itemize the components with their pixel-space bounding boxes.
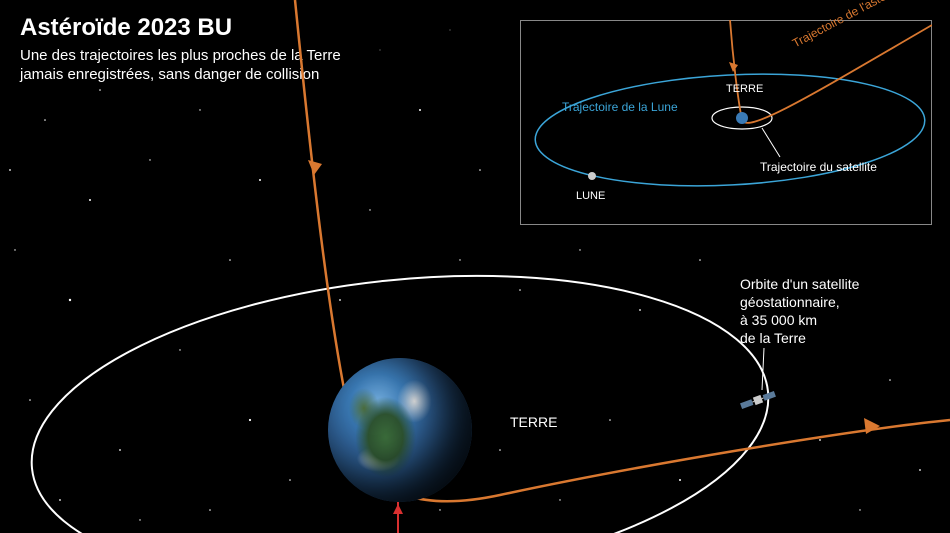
sat-label-l3: à 35 000 km	[740, 312, 817, 328]
moon-orbit-label-text: Trajectoire de la Lune	[562, 100, 678, 114]
sat-orbit-label-text: Trajectoire du satellite	[760, 160, 877, 174]
inset-earth-label-text: TERRE	[726, 83, 763, 95]
satellite-icon	[740, 390, 777, 410]
earth-icon	[328, 358, 472, 502]
asteroid-arrow-icon	[864, 418, 880, 434]
satellite-leader-line	[762, 348, 764, 390]
sat-label-l4: de la Terre	[740, 330, 806, 346]
moon-orbit-label: Trajectoire de la Lune	[562, 100, 678, 114]
asteroid-arrow-icon	[308, 160, 322, 175]
satellite-label: Orbite d'un satellite géostationnaire, à…	[740, 275, 859, 347]
marker-arrow-icon	[393, 504, 403, 514]
sat-label-l1: Orbite d'un satellite	[740, 276, 859, 292]
inset-moon-label-text: LUNE	[576, 190, 605, 202]
page-title: Astéroïde 2023 BU	[20, 14, 232, 42]
sat-orbit-label: Trajectoire du satellite	[760, 160, 877, 174]
subtitle-line1: Une des trajectoires les plus proches de…	[20, 47, 341, 64]
inset-earth-label: TERRE	[726, 83, 763, 95]
subtitle-line2: jamais enregistrées, sans danger de coll…	[20, 66, 319, 83]
earth-label: TERRE	[510, 414, 557, 430]
sat-label-l2: géostationnaire,	[740, 294, 840, 310]
earth-label-text: TERRE	[510, 414, 557, 430]
title-text: Astéroïde 2023 BU	[20, 14, 232, 41]
page-subtitle: Une des trajectoires les plus proches de…	[20, 46, 341, 84]
inset-moon-label: LUNE	[576, 190, 605, 202]
